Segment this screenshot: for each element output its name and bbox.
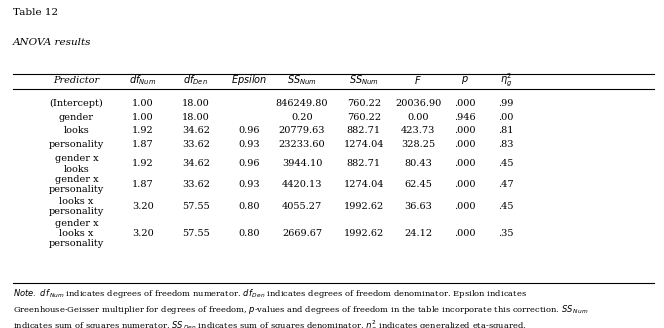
Text: indicates sum of squares numerator. $\it{SS}$$_{\,Den}$ indicates sum of squares: indicates sum of squares numerator. $\it… xyxy=(13,318,527,328)
Text: looks: looks xyxy=(64,126,89,135)
Text: 1.00: 1.00 xyxy=(132,99,153,108)
Text: 34.62: 34.62 xyxy=(182,159,210,169)
Text: .83: .83 xyxy=(498,140,514,149)
Text: .00: .00 xyxy=(498,113,514,122)
Text: 3.20: 3.20 xyxy=(132,202,153,211)
Text: 4420.13: 4420.13 xyxy=(282,180,322,189)
Text: 0.93: 0.93 xyxy=(238,140,260,149)
Text: 1992.62: 1992.62 xyxy=(344,202,384,211)
Text: 18.00: 18.00 xyxy=(182,113,210,122)
Text: 1274.04: 1274.04 xyxy=(344,140,384,149)
Text: 4055.27: 4055.27 xyxy=(282,202,322,211)
Text: .000: .000 xyxy=(454,159,475,169)
Text: 1.92: 1.92 xyxy=(132,159,153,169)
Text: gender x
looks x
personality: gender x looks x personality xyxy=(48,219,104,248)
Text: 18.00: 18.00 xyxy=(182,99,210,108)
Text: .35: .35 xyxy=(498,229,514,238)
Text: .946: .946 xyxy=(454,113,475,122)
Text: 20779.63: 20779.63 xyxy=(279,126,325,135)
Text: 1.92: 1.92 xyxy=(132,126,153,135)
Text: 1.87: 1.87 xyxy=(132,180,153,189)
Text: 34.62: 34.62 xyxy=(182,126,210,135)
Text: .000: .000 xyxy=(454,180,475,189)
Text: 3944.10: 3944.10 xyxy=(282,159,322,169)
Text: 882.71: 882.71 xyxy=(347,159,381,169)
Text: 882.71: 882.71 xyxy=(347,126,381,135)
Text: 760.22: 760.22 xyxy=(347,99,381,108)
Text: 846249.80: 846249.80 xyxy=(276,99,329,108)
Text: $SS_{Num}$: $SS_{Num}$ xyxy=(349,73,379,87)
Text: 0.00: 0.00 xyxy=(408,113,429,122)
Text: 2669.67: 2669.67 xyxy=(282,229,322,238)
Text: 80.43: 80.43 xyxy=(404,159,432,169)
Text: 3.20: 3.20 xyxy=(132,229,153,238)
Text: gender: gender xyxy=(59,113,94,122)
Text: .000: .000 xyxy=(454,140,475,149)
Text: 33.62: 33.62 xyxy=(182,140,210,149)
Text: 33.62: 33.62 xyxy=(182,180,210,189)
Text: (Intercept): (Intercept) xyxy=(50,99,103,108)
Text: .99: .99 xyxy=(498,99,514,108)
Text: $df_{Num}$: $df_{Num}$ xyxy=(129,73,156,87)
Text: Table 12: Table 12 xyxy=(13,8,58,17)
Text: 23233.60: 23233.60 xyxy=(279,140,325,149)
Text: 57.55: 57.55 xyxy=(182,202,210,211)
Text: 57.55: 57.55 xyxy=(182,229,210,238)
Text: $df_{Den}$: $df_{Den}$ xyxy=(183,73,208,87)
Text: $Epsilon$: $Epsilon$ xyxy=(231,73,267,87)
Text: gender x
looks: gender x looks xyxy=(54,154,98,174)
Text: 760.22: 760.22 xyxy=(347,113,381,122)
Text: 20036.90: 20036.90 xyxy=(395,99,442,108)
Text: $p$: $p$ xyxy=(461,74,469,86)
Text: 0.96: 0.96 xyxy=(238,126,260,135)
Text: $\it{Note.}$ $\it{df}$$_{\,Num}$ indicates degrees of freedom numerator. $\it{df: $\it{Note.}$ $\it{df}$$_{\,Num}$ indicat… xyxy=(13,287,527,300)
Text: .000: .000 xyxy=(454,229,475,238)
Text: 328.25: 328.25 xyxy=(401,140,436,149)
Text: 1274.04: 1274.04 xyxy=(344,180,384,189)
Text: .000: .000 xyxy=(454,202,475,211)
Text: 0.93: 0.93 xyxy=(238,180,260,189)
Text: 36.63: 36.63 xyxy=(404,202,432,211)
Text: .000: .000 xyxy=(454,126,475,135)
Text: $F$: $F$ xyxy=(414,74,422,86)
Text: 62.45: 62.45 xyxy=(404,180,432,189)
Text: Greenhouse-Geisser multiplier for degrees of freedom, $\it{p}$-values and degree: Greenhouse-Geisser multiplier for degree… xyxy=(13,303,589,316)
Text: personality: personality xyxy=(48,140,104,149)
Text: .47: .47 xyxy=(498,180,514,189)
Text: .81: .81 xyxy=(498,126,514,135)
Text: .45: .45 xyxy=(498,159,514,169)
Text: .45: .45 xyxy=(498,202,514,211)
Text: ANOVA results: ANOVA results xyxy=(13,38,92,47)
Text: $SS_{Num}$: $SS_{Num}$ xyxy=(287,73,317,87)
Text: 1.00: 1.00 xyxy=(132,113,153,122)
Text: 0.96: 0.96 xyxy=(238,159,260,169)
Text: 24.12: 24.12 xyxy=(404,229,432,238)
Text: 0.80: 0.80 xyxy=(238,229,260,238)
Text: looks x
personality: looks x personality xyxy=(48,197,104,216)
Text: 0.20: 0.20 xyxy=(291,113,313,122)
Text: 1992.62: 1992.62 xyxy=(344,229,384,238)
Text: 0.80: 0.80 xyxy=(238,202,260,211)
Text: 1.87: 1.87 xyxy=(132,140,153,149)
Text: $\eta^2_g$: $\eta^2_g$ xyxy=(500,72,512,89)
Text: 423.73: 423.73 xyxy=(401,126,436,135)
Text: gender x
personality: gender x personality xyxy=(48,174,104,194)
Text: Predictor: Predictor xyxy=(53,76,100,85)
Text: .000: .000 xyxy=(454,99,475,108)
